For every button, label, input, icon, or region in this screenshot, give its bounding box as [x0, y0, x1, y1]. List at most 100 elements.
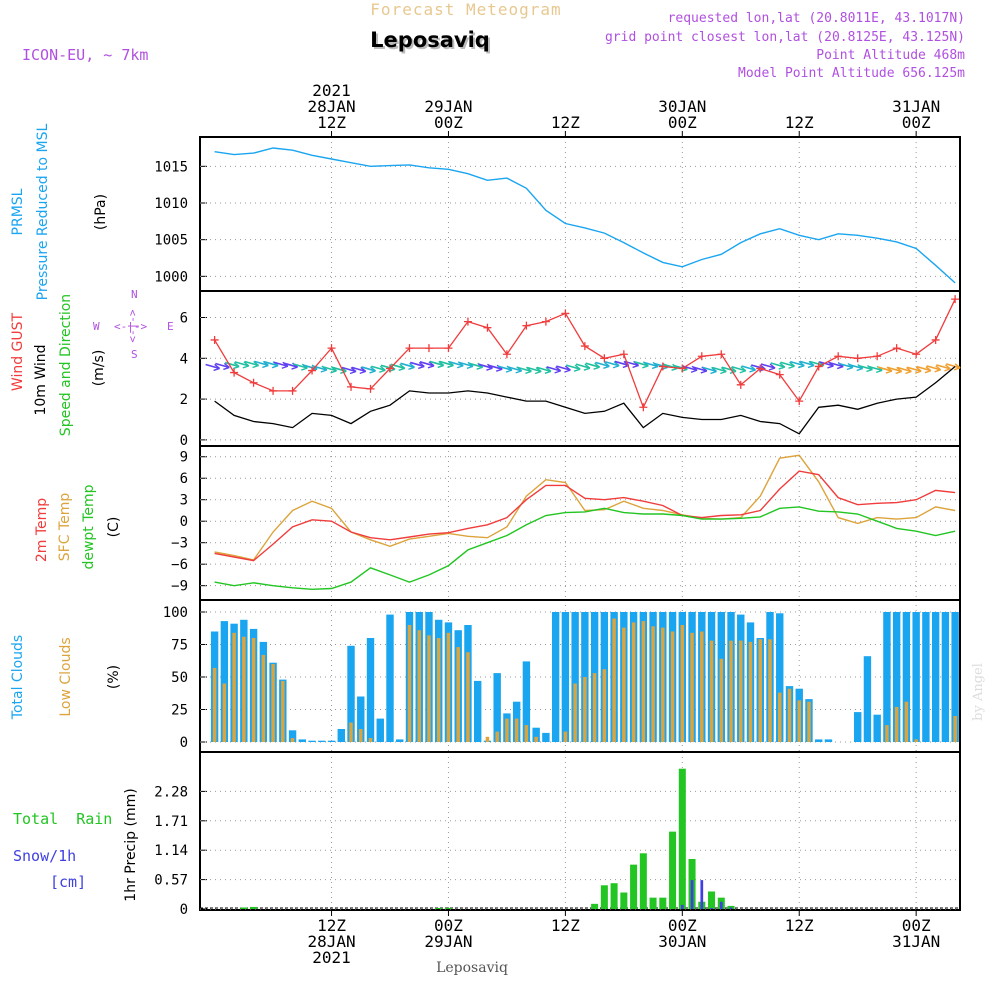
dewpt-label: dewpt Temp	[81, 484, 97, 569]
rain-bar	[600, 885, 608, 909]
y-tick-label: 1.71	[154, 814, 188, 830]
gust-point	[639, 403, 648, 412]
low-cloud-bar	[680, 625, 685, 742]
wind-direction-arrow	[419, 361, 435, 367]
wind-arrow-head	[612, 361, 620, 369]
wind-direction-arrow	[780, 361, 795, 367]
bottom-time-label: 12Z	[551, 916, 580, 935]
snow-bar	[729, 907, 733, 909]
gust-point	[951, 295, 960, 304]
total-cloud-bar	[551, 612, 560, 742]
snow-bar	[690, 880, 694, 909]
rain-bar	[240, 907, 248, 909]
low-cloud-bar	[534, 736, 538, 742]
compass-we: <-|->	[114, 320, 147, 333]
wind-arrow-head	[583, 363, 591, 371]
wind-direction-arrow	[273, 361, 289, 368]
y-tick-label: 0.57	[154, 873, 188, 889]
low-cloud-bar	[281, 680, 285, 742]
pressure-long-label: Pressure Reduced to MSL	[35, 123, 51, 300]
low-clouds-label: Low Clouds	[58, 637, 74, 716]
snow-label: Snow/1h	[13, 847, 76, 865]
top-time-label: 12Z	[551, 113, 580, 132]
gust-point	[912, 350, 921, 359]
total-cloud-bar	[863, 656, 872, 742]
wind-direction-arrow	[351, 366, 366, 373]
wind-direction-arrow	[526, 366, 542, 373]
wind-direction-arrow	[361, 366, 376, 372]
low-cloud-bar	[661, 627, 665, 742]
gust-point	[619, 350, 628, 359]
gust-point	[522, 321, 531, 330]
precip-labels: Total Rain Snow/1h [cm] 1hr Precip (mm)	[13, 788, 139, 901]
snow-bar	[680, 904, 684, 909]
bottom-time-label: 00Z	[902, 916, 931, 935]
total-cloud-bar	[327, 740, 336, 742]
total-cloud-bar	[912, 612, 920, 742]
low-cloud-bar	[573, 683, 577, 742]
bottom-time-label: 30JAN	[658, 932, 706, 951]
gust-point	[327, 344, 336, 353]
rain-bar	[591, 903, 599, 909]
gust-point	[463, 317, 472, 326]
wind-arrow-head	[369, 366, 376, 374]
total-cloud-bar	[883, 612, 891, 742]
total-cloud-bar	[815, 739, 823, 742]
wind-direction-arrow	[712, 366, 727, 373]
wind-arrow-head	[749, 365, 756, 373]
wind-arrow-head	[768, 363, 776, 371]
wind-direction-arrow	[585, 362, 600, 368]
snow-unit-label: [cm]	[50, 873, 86, 891]
wind-direction-arrow	[906, 366, 922, 373]
wind-arrow-head	[427, 361, 435, 369]
low-cloud-bar	[670, 631, 675, 742]
gust-point	[249, 378, 258, 387]
wind-direction-arrow	[770, 362, 785, 368]
wind-arrow-head	[232, 362, 240, 370]
cloud-unit: (%)	[106, 665, 122, 689]
wind-arrow-head	[408, 362, 415, 370]
total-clouds-label: Total Clouds	[10, 635, 26, 720]
y-tick-label: 100	[163, 605, 188, 621]
gust-point	[931, 335, 940, 344]
gust-point	[483, 323, 492, 332]
total-cloud-bar	[922, 612, 930, 742]
wind-direction-arrow	[721, 366, 737, 373]
wind-direction-arrow	[458, 361, 474, 368]
low-cloud-bar	[748, 641, 753, 742]
bottom-time-label: 2021	[312, 948, 351, 967]
gust-point	[502, 350, 511, 359]
panel-frames	[199, 136, 961, 911]
low-cloud-bar	[641, 621, 646, 742]
wind-arrow-head	[905, 366, 912, 375]
wind-direction-arrow	[575, 363, 591, 369]
y-tick-label: 2.28	[154, 784, 188, 800]
wind-direction-arrow	[945, 363, 961, 369]
wind-arrow-head	[573, 364, 581, 372]
pressure-ticks: 1015 1010 1005 1000	[154, 159, 960, 285]
y-tick-label: −6	[171, 557, 188, 573]
low-cloud-bar	[222, 683, 227, 742]
low-cloud-bar	[709, 640, 714, 742]
wind-arrow-head	[953, 363, 961, 371]
gust-point	[288, 386, 297, 395]
wind-direction-arrow	[897, 366, 912, 373]
wind-arrow-head	[564, 365, 571, 373]
low-cloud-bar	[427, 635, 431, 742]
closest-coords: grid point closest lon,lat (20.8125E, 43…	[605, 30, 965, 45]
temp-labels: 2m Temp SFC Temp dewpt Temp (C)	[34, 484, 122, 569]
gust-point	[892, 344, 901, 353]
low-cloud-bar	[417, 630, 421, 742]
low-cloud-bar	[271, 664, 275, 742]
top-time-label: 28JAN	[307, 97, 355, 116]
top-time-label: 29JAN	[424, 97, 472, 116]
low-cloud-bar	[359, 729, 363, 742]
wind-arrow-head	[554, 366, 562, 374]
gust-point	[580, 342, 589, 351]
wind-arrow-head	[603, 361, 610, 370]
wind-arrow-head	[593, 362, 601, 370]
rain-bar	[659, 897, 667, 909]
total-cloud-bar	[776, 613, 784, 742]
total-cloud-bar	[532, 727, 540, 742]
